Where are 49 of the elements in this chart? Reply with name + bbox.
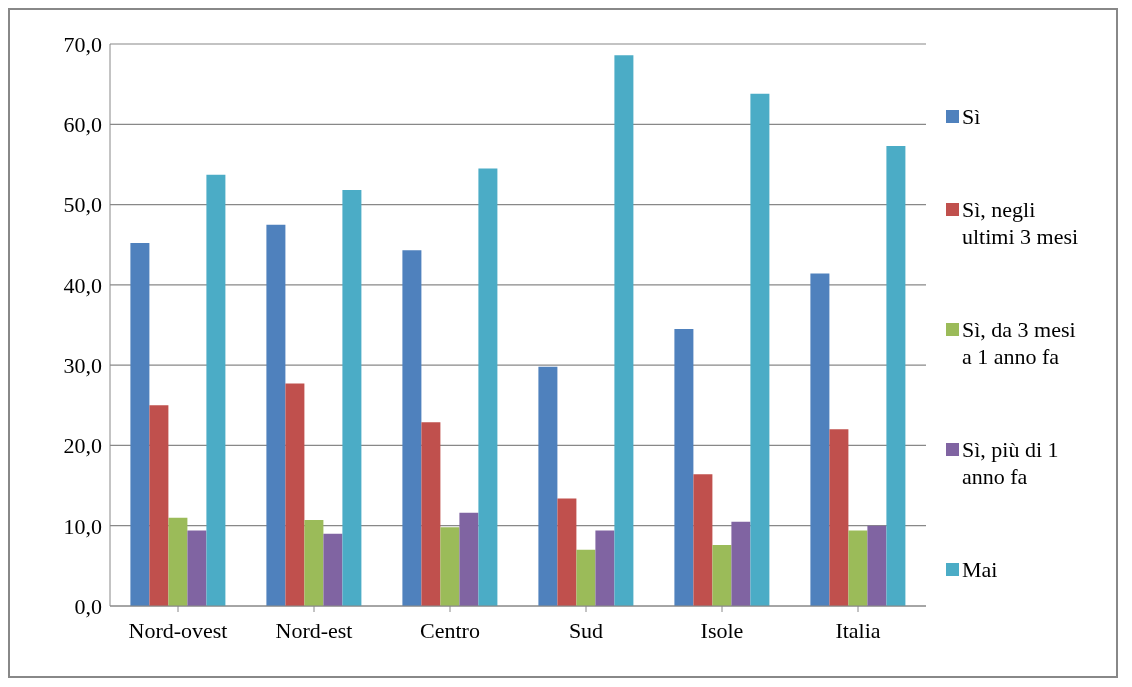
legend-label: Sì, più di 1 anno fa — [962, 436, 1060, 490]
bar — [576, 549, 596, 606]
bar — [614, 55, 634, 606]
x-tick-label: Isole — [700, 617, 744, 643]
bar — [557, 498, 577, 606]
bar — [886, 145, 906, 606]
legend-label: Mai — [962, 556, 999, 583]
bar — [130, 243, 150, 606]
bar — [402, 250, 422, 606]
bar — [848, 530, 868, 606]
bar — [187, 530, 207, 606]
bar — [440, 527, 460, 606]
bar — [478, 168, 498, 606]
x-tick-label: Nord-est — [275, 617, 353, 643]
x-tick-label: Sud — [568, 617, 604, 643]
legend-label: Sì, negli ultimi 3 mesi — [962, 196, 1080, 250]
bar — [693, 474, 713, 606]
bar — [829, 429, 849, 606]
bar — [712, 544, 732, 606]
x-tick-label: Nord-ovest — [128, 617, 228, 643]
bar — [538, 366, 558, 606]
y-tick-label: 60,0 — [63, 112, 102, 138]
bar — [731, 521, 751, 606]
bar — [342, 190, 362, 606]
bar — [206, 174, 226, 606]
bar — [459, 512, 479, 606]
legend-label: Sì — [962, 103, 982, 130]
bar — [867, 525, 887, 606]
bar — [285, 383, 305, 606]
bar — [266, 224, 286, 606]
y-tick-label: 70,0 — [63, 31, 102, 57]
bar — [750, 93, 770, 606]
x-tick-label: Centro — [420, 617, 480, 643]
bar — [304, 520, 324, 606]
x-tick-label: Italia — [835, 617, 881, 643]
y-tick-label: 20,0 — [63, 433, 102, 459]
bar — [168, 517, 188, 606]
legend-label: Sì, da 3 mesi a 1 anno fa — [962, 316, 1077, 370]
y-tick-label: 0,0 — [74, 593, 102, 619]
y-tick-label: 40,0 — [63, 272, 102, 298]
bar — [810, 273, 830, 606]
bar — [323, 533, 343, 606]
bar — [595, 530, 615, 606]
bar — [421, 422, 441, 606]
y-tick-label: 30,0 — [63, 352, 102, 378]
bar — [674, 329, 694, 606]
y-tick-label: 50,0 — [63, 192, 102, 218]
bar — [149, 405, 169, 606]
y-tick-label: 10,0 — [63, 513, 102, 539]
